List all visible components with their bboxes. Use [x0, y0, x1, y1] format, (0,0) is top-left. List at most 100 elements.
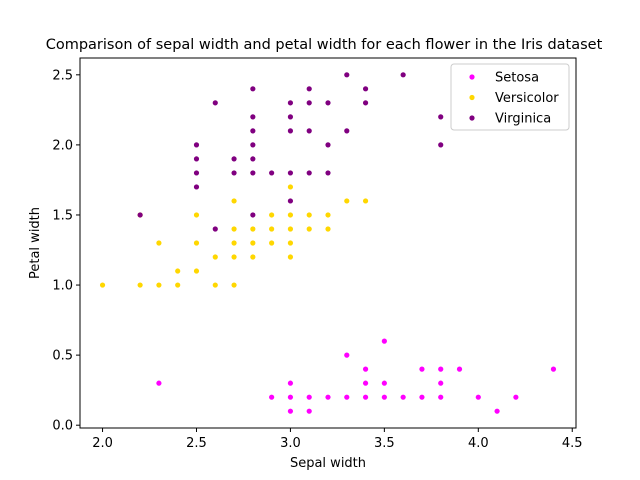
data-point-virginica — [287, 128, 294, 134]
data-point-setosa — [419, 394, 425, 400]
x-tick-label: 2.0 — [92, 436, 113, 451]
y-axis-label: Petal width — [28, 207, 43, 279]
data-point-virginica — [250, 212, 256, 218]
data-point-setosa — [344, 394, 350, 400]
data-point-virginica — [344, 128, 350, 134]
data-point-versicolor — [344, 198, 350, 204]
chart-title: Comparison of sepal width and petal widt… — [46, 37, 603, 53]
y-tick-label: 0.5 — [52, 349, 73, 364]
data-point-setosa — [362, 366, 369, 372]
x-axis-label: Sepal width — [290, 456, 366, 471]
data-point-versicolor — [287, 254, 294, 260]
series-virginica — [137, 72, 444, 232]
data-point-setosa — [269, 394, 275, 400]
data-point-setosa — [287, 394, 294, 400]
data-point-virginica — [250, 170, 256, 176]
data-point-virginica — [193, 156, 200, 162]
data-point-virginica — [250, 128, 256, 134]
data-point-virginica — [287, 198, 294, 204]
data-point-virginica — [287, 114, 294, 120]
data-point-versicolor — [99, 282, 106, 288]
data-point-versicolor — [193, 268, 200, 274]
data-points — [99, 72, 557, 414]
data-point-virginica — [306, 128, 312, 134]
data-point-versicolor — [306, 226, 312, 232]
data-point-virginica — [306, 170, 312, 176]
data-point-setosa — [381, 380, 387, 386]
data-point-virginica — [250, 114, 256, 120]
data-point-versicolor — [287, 226, 294, 232]
data-point-setosa — [362, 380, 369, 386]
data-point-virginica — [438, 114, 444, 120]
data-point-setosa — [325, 394, 331, 400]
data-point-virginica — [250, 142, 256, 148]
series-setosa — [156, 338, 557, 414]
data-point-setosa — [344, 352, 350, 358]
data-point-versicolor — [362, 198, 369, 204]
data-point-versicolor — [287, 240, 294, 246]
legend-marker-virginica — [469, 115, 475, 121]
data-point-versicolor — [287, 184, 294, 190]
data-point-versicolor — [325, 226, 331, 232]
y-tick-label: 2.0 — [52, 138, 73, 153]
x-tick-label: 2.5 — [186, 436, 207, 451]
legend-box — [450, 63, 570, 131]
y-tick-label: 1.5 — [52, 208, 73, 223]
data-point-setosa — [550, 366, 557, 372]
data-point-versicolor — [231, 254, 237, 260]
data-point-versicolor — [306, 212, 312, 218]
data-point-virginica — [344, 72, 350, 78]
data-point-setosa — [494, 408, 500, 414]
data-point-versicolor — [175, 282, 181, 288]
data-point-setosa — [475, 394, 481, 400]
data-point-virginica — [400, 72, 406, 78]
data-point-virginica — [212, 100, 218, 106]
data-point-setosa — [287, 380, 294, 386]
data-point-versicolor — [269, 240, 275, 246]
data-point-virginica — [438, 142, 444, 148]
y-tick-label: 2.5 — [52, 68, 73, 83]
data-point-versicolor — [137, 282, 143, 288]
data-point-versicolor — [325, 212, 331, 218]
data-point-virginica — [362, 100, 369, 106]
data-point-setosa — [438, 366, 444, 372]
data-point-virginica — [231, 156, 237, 162]
data-point-setosa — [362, 394, 369, 400]
data-point-virginica — [287, 100, 294, 106]
data-point-setosa — [419, 366, 425, 372]
data-point-setosa — [287, 408, 294, 414]
data-point-versicolor — [250, 254, 256, 260]
data-point-virginica — [250, 86, 256, 92]
data-point-setosa — [156, 380, 162, 386]
data-point-setosa — [513, 394, 519, 400]
legend-marker-setosa — [469, 74, 475, 80]
data-point-versicolor — [231, 240, 237, 246]
legend-label-setosa: Setosa — [495, 71, 539, 86]
legend-label-versicolor: Versicolor — [495, 91, 559, 106]
data-point-virginica — [212, 226, 218, 232]
plot-frame — [79, 57, 577, 429]
data-point-versicolor — [175, 268, 181, 274]
x-tick-label: 3.5 — [374, 436, 395, 451]
data-point-versicolor — [250, 240, 256, 246]
data-point-setosa — [438, 380, 444, 386]
data-point-virginica — [193, 142, 200, 148]
data-point-setosa — [306, 394, 312, 400]
data-point-versicolor — [231, 226, 237, 232]
data-point-versicolor — [269, 212, 275, 218]
data-point-virginica — [250, 156, 256, 162]
data-point-versicolor — [250, 226, 256, 232]
y-tick-label: 0.0 — [52, 419, 73, 434]
data-point-setosa — [456, 366, 463, 372]
data-point-versicolor — [269, 226, 275, 232]
data-point-setosa — [381, 338, 387, 344]
data-point-virginica — [269, 170, 275, 176]
data-point-virginica — [287, 170, 294, 176]
x-tick-label: 3.0 — [280, 436, 301, 451]
data-point-setosa — [306, 408, 312, 414]
data-point-setosa — [438, 394, 444, 400]
x-tick-label: 4.0 — [468, 436, 489, 451]
data-point-virginica — [325, 170, 331, 176]
data-point-versicolor — [193, 240, 200, 246]
